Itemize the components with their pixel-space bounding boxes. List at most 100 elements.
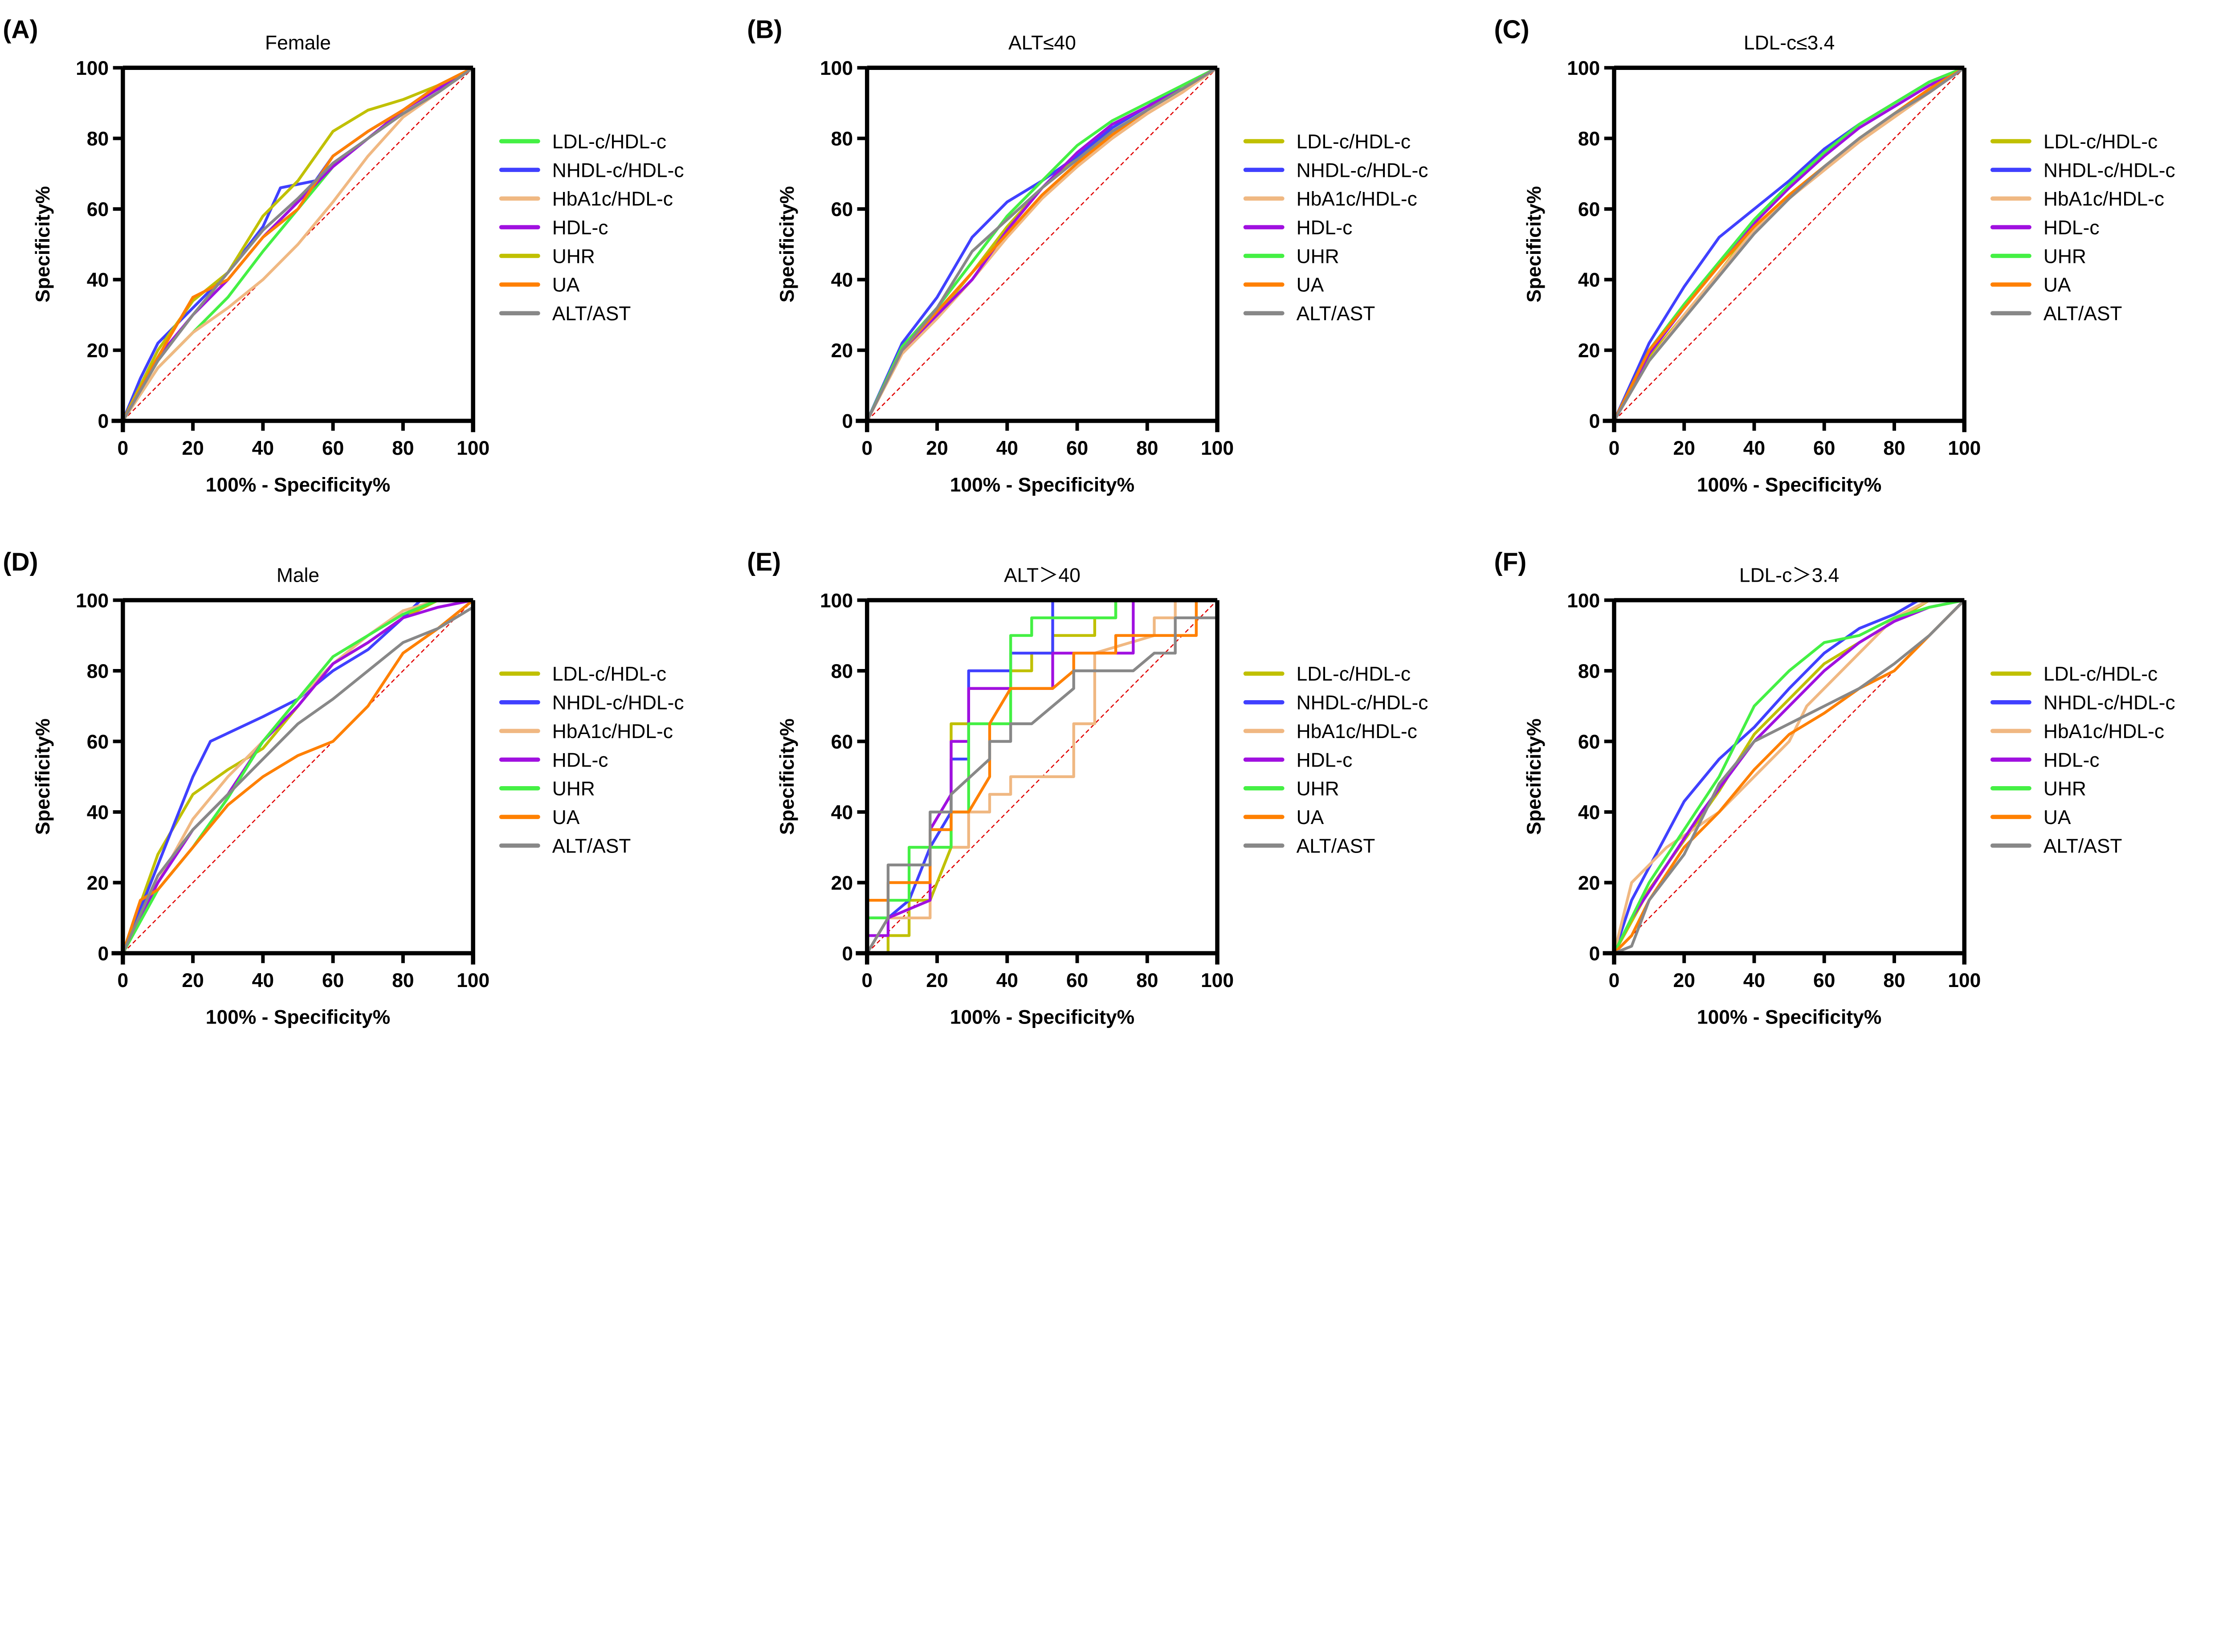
panel-d: (D) Male 00 20 20 40 40 60 60 80 80 100 100 100% - Sp… — [3, 548, 684, 1028]
panel-label: (D) — [3, 548, 38, 576]
legend-label: NHDL-c/HDL-c — [552, 692, 684, 714]
x-tick-label: 100 — [1948, 970, 1981, 991]
y-axis-label: Specificity% — [1523, 186, 1545, 302]
x-tick-label: 40 — [996, 970, 1018, 991]
legend-label: NHDL-c/HDL-c — [1297, 692, 1428, 714]
x-tick-label: 60 — [1066, 437, 1088, 459]
legend-label: ALT/AST — [2043, 835, 2122, 857]
legend-label: UA — [2043, 807, 2071, 828]
legend-label: HDL-c — [552, 217, 608, 239]
legend-label: UA — [1297, 274, 1324, 296]
y-tick-label: 60 — [1578, 199, 1600, 220]
reference-diagonal — [1614, 67, 1965, 421]
legend: LDL-c/HDL-c NHDL-c/HDL-c HbA1c/HDL-c HDL-c U… — [499, 663, 684, 857]
x-tick-label: 60 — [322, 437, 344, 459]
x-tick-label: 20 — [926, 437, 948, 459]
legend-label: HbA1c/HDL-c — [1297, 721, 1417, 742]
y-tick-label: 40 — [831, 269, 853, 291]
y-tick-label: 100 — [76, 590, 109, 612]
y-tick-label: 100 — [1567, 57, 1600, 79]
panel-f: (F) LDL-c＞3.4 00 20 20 40 40 60 60 80 80 100 100 100%… — [1494, 548, 2175, 1028]
roc-curve-nhdl-c-hdl-c — [1612, 599, 1965, 954]
x-tick-label: 20 — [182, 970, 204, 991]
roc-curve-uhr — [1613, 599, 1965, 954]
reference-diagonal — [1614, 600, 1965, 954]
y-tick-label: 0 — [98, 411, 109, 432]
x-tick-label: 20 — [1673, 970, 1695, 991]
y-tick-label: 60 — [1578, 731, 1600, 753]
roc-curve-hba1c-hdl-c — [122, 66, 474, 422]
roc-curve-hba1c-hdl-c — [1612, 599, 1965, 954]
panel-title: LDL-c＞3.4 — [1739, 564, 1839, 586]
x-tick-label: 80 — [1136, 437, 1158, 459]
legend-label: LDL-c/HDL-c — [1297, 131, 1411, 153]
legend-label: HbA1c/HDL-c — [2043, 721, 2164, 742]
y-tick-label: 100 — [820, 590, 853, 612]
legend-label: LDL-c/HDL-c — [1297, 663, 1411, 685]
legend-label: ALT/AST — [2043, 303, 2122, 325]
x-tick-label: 60 — [322, 970, 344, 991]
x-tick-label: 0 — [861, 437, 873, 459]
panel-b: (B) ALT≤40 00 20 20 40 40 60 60 80 80 100 100 100% - … — [747, 16, 1428, 496]
legend-label: ALT/AST — [552, 303, 631, 325]
legend-label: NHDL-c/HDL-c — [2043, 692, 2175, 714]
roc-curve-alt-ast — [1613, 599, 1966, 955]
panel-label: (B) — [747, 16, 782, 44]
y-tick-label: 60 — [87, 199, 109, 220]
y-axis-label: Specificity% — [32, 186, 54, 302]
y-tick-label: 0 — [842, 943, 853, 965]
x-tick-label: 60 — [1813, 437, 1835, 459]
legend-label: ALT/AST — [552, 835, 631, 857]
roc-curve-hdl-c — [1613, 599, 1965, 954]
roc-curve-alt-ast — [866, 600, 1219, 954]
roc-curve-ua — [122, 66, 474, 422]
x-tick-label: 60 — [1066, 970, 1088, 991]
legend-label: ALT/AST — [1297, 835, 1375, 857]
x-tick-label: 20 — [926, 970, 948, 991]
panel-label: (F) — [1494, 548, 1526, 576]
x-axis-label: 100% - Specificity% — [1697, 474, 1881, 496]
legend-label: UA — [552, 807, 580, 828]
legend-label: ALT/AST — [1297, 303, 1375, 325]
legend-label: LDL-c/HDL-c — [552, 663, 666, 685]
legend-label: LDL-c/HDL-c — [2043, 663, 2158, 685]
y-axis-label: Specificity% — [776, 186, 798, 302]
y-tick-label: 20 — [831, 340, 853, 362]
y-tick-label: 80 — [87, 128, 109, 150]
y-tick-label: 0 — [1589, 411, 1600, 432]
panel-label: (C) — [1494, 16, 1529, 44]
panel-label: (E) — [747, 548, 781, 576]
x-tick-label: 100 — [1201, 437, 1234, 459]
y-tick-label: 60 — [831, 199, 853, 220]
legend-label: NHDL-c/HDL-c — [552, 159, 684, 181]
x-axis-label: 100% - Specificity% — [206, 1007, 390, 1028]
x-tick-label: 40 — [252, 437, 274, 459]
y-tick-label: 20 — [831, 872, 853, 894]
legend-label: UHR — [552, 778, 595, 800]
legend-label: HbA1c/HDL-c — [552, 721, 673, 742]
x-tick-label: 40 — [1743, 970, 1765, 991]
y-tick-label: 20 — [87, 872, 109, 894]
x-tick-label: 80 — [392, 437, 414, 459]
y-tick-label: 60 — [831, 731, 853, 753]
legend-label: HDL-c — [1297, 749, 1353, 771]
y-axis-label: Specificity% — [1523, 718, 1545, 835]
y-tick-label: 80 — [831, 661, 853, 682]
panel-a: (A) Female 00 20 20 40 40 60 60 80 80 100 100 100% - … — [3, 16, 684, 496]
legend-label: NHDL-c/HDL-c — [1297, 159, 1428, 181]
legend-label: UHR — [1297, 245, 1339, 267]
legend-label: HDL-c — [1297, 217, 1353, 239]
y-tick-label: 80 — [1578, 128, 1600, 150]
reference-diagonal — [122, 600, 474, 954]
panel-title: ALT＞40 — [1004, 564, 1081, 586]
legend: LDL-c/HDL-c NHDL-c/HDL-c HbA1c/HDL-c HDL-c U… — [1243, 131, 1428, 325]
roc-curve-alt-ast — [865, 66, 1218, 422]
y-tick-label: 80 — [1578, 661, 1600, 682]
y-tick-label: 100 — [820, 57, 853, 79]
x-tick-label: 80 — [1136, 970, 1158, 991]
y-tick-label: 40 — [1578, 269, 1600, 291]
y-tick-label: 80 — [87, 661, 109, 682]
x-axis-label: 100% - Specificity% — [206, 474, 390, 496]
legend-label: HbA1c/HDL-c — [1297, 188, 1417, 210]
